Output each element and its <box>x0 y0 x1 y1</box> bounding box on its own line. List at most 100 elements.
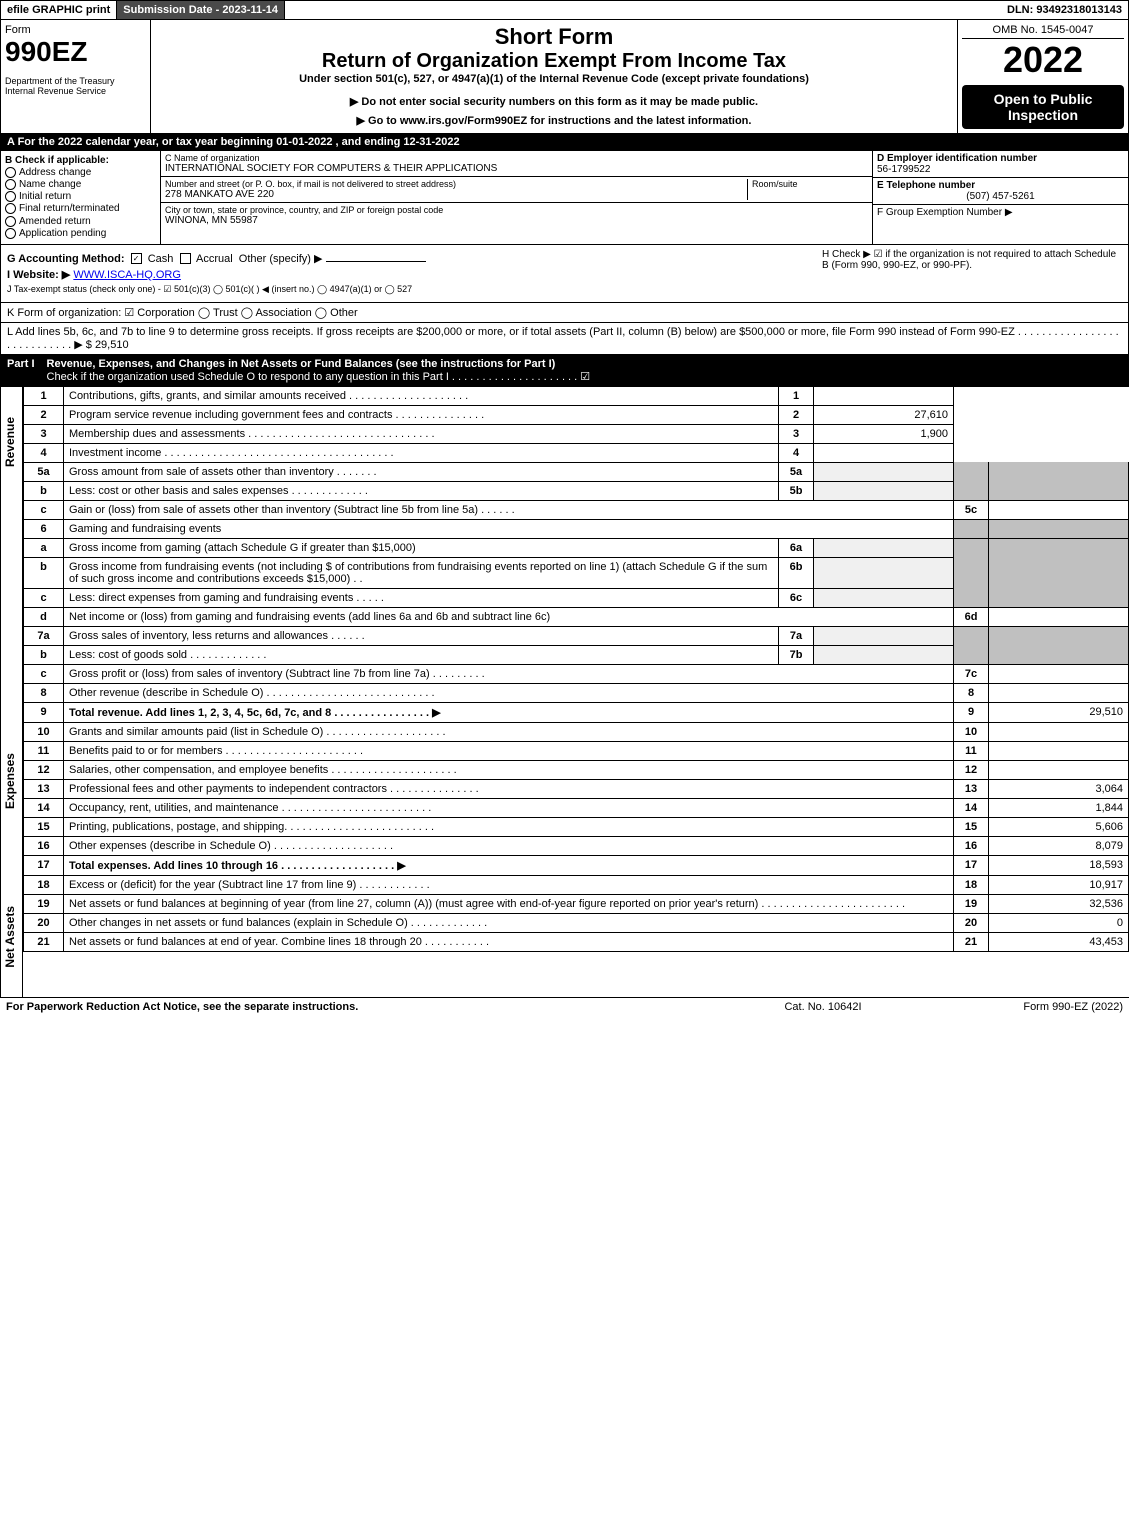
line-6c-desc: Less: direct expenses from gaming and fu… <box>64 588 779 607</box>
line-12-desc: Salaries, other compensation, and employ… <box>64 760 954 779</box>
line-6d-desc: Net income or (loss) from gaming and fun… <box>64 607 954 626</box>
line-6c-amount <box>814 588 954 607</box>
line-3-amount: 1,900 <box>814 424 954 443</box>
line-9-amount: 29,510 <box>989 702 1129 722</box>
page-footer: For Paperwork Reduction Act Notice, see … <box>0 997 1129 1016</box>
line-2-amount: 27,610 <box>814 405 954 424</box>
line-16-desc: Other expenses (describe in Schedule O) … <box>64 836 954 855</box>
open-to-public-badge: Open to Public Inspection <box>962 85 1124 129</box>
line-6a-amount <box>814 538 954 557</box>
room-suite-label: Room/suite <box>752 179 868 189</box>
line-6-desc: Gaming and fundraising events <box>64 519 954 538</box>
efile-print[interactable]: efile GRAPHIC print <box>1 1 117 19</box>
ein-block: D Employer identification number 56-1799… <box>873 151 1128 178</box>
application-pending-check[interactable] <box>5 228 16 239</box>
ssn-warning: ▶ Do not enter social security numbers o… <box>155 95 953 108</box>
ein: 56-1799522 <box>877 164 1124 175</box>
applicable-checklist: Address change Name change Initial retur… <box>5 167 156 239</box>
telephone: (507) 457-5261 <box>877 191 1124 202</box>
gross-receipts-amount: 29,510 <box>95 339 129 351</box>
line-7a-desc: Gross sales of inventory, less returns a… <box>64 626 779 645</box>
city-state-zip: WINONA, MN 55987 <box>165 215 868 226</box>
line-15-desc: Printing, publications, postage, and shi… <box>64 817 954 836</box>
line-5b-amount <box>814 481 954 500</box>
subtitle: Under section 501(c), 527, or 4947(a)(1)… <box>155 73 953 85</box>
revenue-side-label: Revenue <box>1 387 19 497</box>
line-5c-desc: Gain or (loss) from sale of assets other… <box>64 500 954 519</box>
submission-date: Submission Date - 2023-11-14 <box>117 1 285 19</box>
line-1-amount <box>814 387 954 406</box>
tax-exempt-status: J Tax-exempt status (check only one) - ☑… <box>7 284 822 295</box>
line-6d-amount <box>989 607 1129 626</box>
line-7c-desc: Gross profit or (loss) from sales of inv… <box>64 664 954 683</box>
cash-check[interactable]: ✓ <box>131 253 142 264</box>
line-11-amount <box>989 741 1129 760</box>
line-20-desc: Other changes in net assets or fund bala… <box>64 913 954 932</box>
line-13-amount: 3,064 <box>989 779 1129 798</box>
dln: DLN: 93492318013143 <box>1001 1 1128 19</box>
amended-return-check[interactable] <box>5 216 16 227</box>
line-l: L Add lines 5b, 6c, and 7b to line 9 to … <box>0 323 1129 355</box>
top-bar: efile GRAPHIC print Submission Date - 20… <box>0 0 1129 20</box>
line-14-amount: 1,844 <box>989 798 1129 817</box>
line-5a-amount <box>814 462 954 481</box>
section-a: A For the 2022 calendar year, or tax yea… <box>0 134 1129 151</box>
net-assets-side-label: Net Assets <box>1 876 19 998</box>
line-6a-desc: Gross income from gaming (attach Schedul… <box>64 538 779 557</box>
line-4-desc: Investment income . . . . . . . . . . . … <box>64 443 779 462</box>
line-21-amount: 43,453 <box>989 932 1129 951</box>
form-title-1: Short Form <box>155 24 953 50</box>
line-7a-amount <box>814 626 954 645</box>
line-8-amount <box>989 683 1129 702</box>
name-change-check[interactable] <box>5 179 16 190</box>
line-11-desc: Benefits paid to or for members . . . . … <box>64 741 954 760</box>
line-13-desc: Professional fees and other payments to … <box>64 779 954 798</box>
omb-number: OMB No. 1545-0047 <box>962 24 1124 39</box>
group-exemption-block: F Group Exemption Number ▶ <box>873 205 1128 220</box>
revenue-section: Revenue 1Contributions, gifts, grants, a… <box>0 387 1129 723</box>
line-5c-amount <box>989 500 1129 519</box>
line-19-amount: 32,536 <box>989 894 1129 913</box>
website-line: I Website: ▶ WWW.ISCA-HQ.ORG <box>7 268 822 281</box>
address-change-check[interactable] <box>5 167 16 178</box>
line-3-desc: Membership dues and assessments . . . . … <box>64 424 779 443</box>
line-18-desc: Excess or (deficit) for the year (Subtra… <box>64 876 954 895</box>
line-8-desc: Other revenue (describe in Schedule O) .… <box>64 683 954 702</box>
goto-url[interactable]: ▶ Go to www.irs.gov/Form990EZ for instru… <box>155 114 953 127</box>
line-5a-desc: Gross amount from sale of assets other t… <box>64 462 779 481</box>
form-header: Form 990EZ Department of the Treasury In… <box>0 20 1129 134</box>
line-7b-desc: Less: cost of goods sold . . . . . . . .… <box>64 645 779 664</box>
accrual-check[interactable] <box>180 253 191 264</box>
org-name: INTERNATIONAL SOCIETY FOR COMPUTERS & TH… <box>165 163 868 174</box>
form-number: 990EZ <box>5 36 146 68</box>
address-block: Number and street (or P. O. box, if mail… <box>161 177 872 203</box>
line-12-amount <box>989 760 1129 779</box>
form-page-ref: Form 990-EZ (2022) <box>923 1001 1123 1013</box>
pra-notice: For Paperwork Reduction Act Notice, see … <box>6 1001 723 1013</box>
line-10-desc: Grants and similar amounts paid (list in… <box>64 723 954 742</box>
check-if-applicable-label: B Check if applicable: <box>5 155 156 166</box>
entity-block: B Check if applicable: Address change Na… <box>0 151 1129 245</box>
line-2-desc: Program service revenue including govern… <box>64 405 779 424</box>
website-link[interactable]: WWW.ISCA-HQ.ORG <box>73 269 181 281</box>
accounting-method: G Accounting Method: ✓ Cash Accrual Othe… <box>7 252 822 265</box>
line-5b-desc: Less: cost or other basis and sales expe… <box>64 481 779 500</box>
line-21-desc: Net assets or fund balances at end of ye… <box>64 932 954 951</box>
final-return-check[interactable] <box>5 203 16 214</box>
initial-return-check[interactable] <box>5 191 16 202</box>
schedule-b-check: H Check ▶ ☑ if the organization is not r… <box>822 249 1122 298</box>
line-14-desc: Occupancy, rent, utilities, and maintena… <box>64 798 954 817</box>
line-17-amount: 18,593 <box>989 855 1129 875</box>
dept-label: Department of the Treasury Internal Reve… <box>5 76 146 96</box>
org-name-block: C Name of organization INTERNATIONAL SOC… <box>161 151 872 177</box>
line-15-amount: 5,606 <box>989 817 1129 836</box>
line-10-amount <box>989 723 1129 742</box>
line-6b-desc: Gross income from fundraising events (no… <box>64 557 779 588</box>
tax-year: 2022 <box>962 39 1124 81</box>
expenses-side-label: Expenses <box>1 723 19 839</box>
catalog-number: Cat. No. 10642I <box>723 1001 923 1013</box>
line-1-desc: Contributions, gifts, grants, and simila… <box>64 387 779 406</box>
line-17-desc: Total expenses. Add lines 10 through 16 … <box>64 855 954 875</box>
expenses-section: Expenses 10Grants and similar amounts pa… <box>0 723 1129 876</box>
g-h-block: G Accounting Method: ✓ Cash Accrual Othe… <box>0 245 1129 303</box>
